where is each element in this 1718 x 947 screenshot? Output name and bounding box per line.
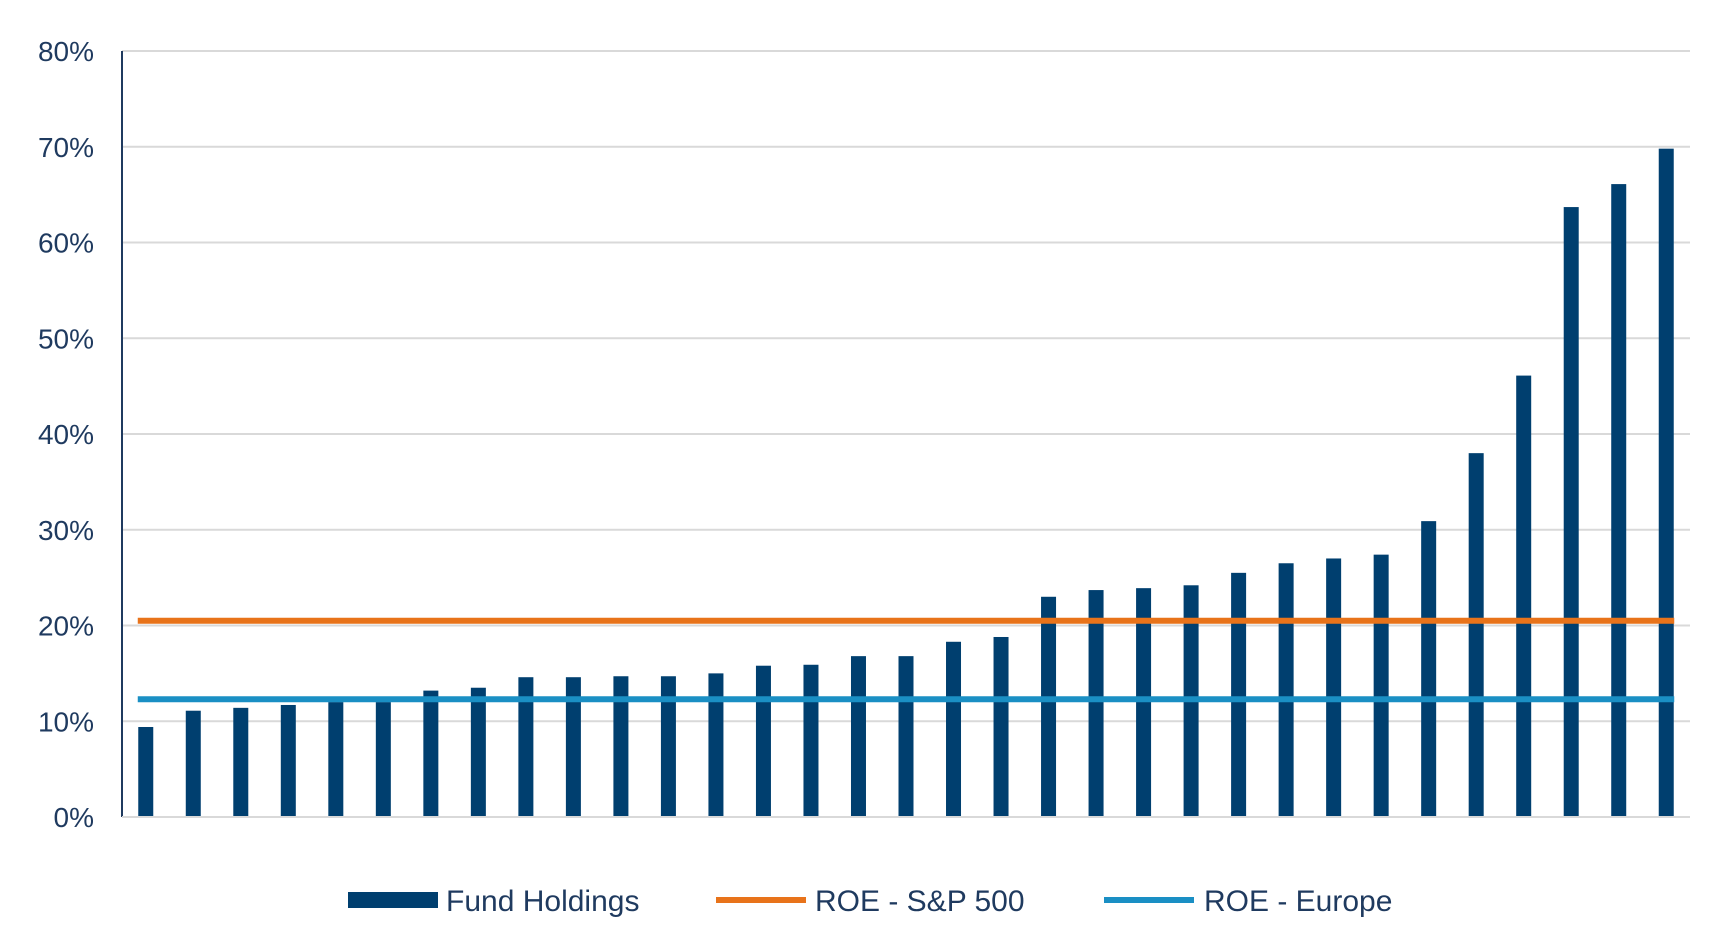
bar-fund-holdings	[1136, 588, 1152, 817]
bar-fund-holdings	[898, 656, 914, 817]
legend-item-fund-holdings: Fund Holdings	[348, 885, 639, 918]
bar-fund-holdings	[1041, 596, 1057, 817]
bar-fund-holdings	[470, 687, 486, 817]
bar-fund-holdings	[1278, 563, 1294, 817]
bar-fund-holdings	[803, 664, 819, 817]
y-tick-label: 80%	[38, 36, 94, 67]
legend-item-roe-europe: ROE - Europe	[1104, 885, 1392, 918]
bar-fund-holdings	[613, 676, 629, 817]
bar-fund-holdings	[518, 677, 534, 817]
fund-holdings-bars	[138, 148, 1674, 818]
bar-fund-holdings	[755, 665, 771, 817]
bar-fund-holdings	[423, 690, 439, 817]
legend-label-roe-sp500: ROE - S&P 500	[815, 885, 1025, 918]
bar-fund-holdings	[280, 704, 296, 817]
bar-fund-holdings	[1658, 148, 1674, 818]
bar-fund-holdings	[1563, 207, 1579, 817]
bar-fund-holdings	[660, 676, 676, 817]
reference-lines	[137, 617, 1675, 703]
y-tick-label: 10%	[38, 706, 94, 737]
bar-fund-holdings	[708, 673, 724, 817]
legend-item-roe-sp500: ROE - S&P 500	[716, 885, 1025, 918]
bar-fund-holdings	[850, 656, 866, 817]
bar-fund-holdings	[1326, 558, 1342, 817]
legend-swatch-fund-holdings	[348, 892, 438, 908]
bar-fund-holdings	[328, 702, 344, 817]
bar-fund-holdings	[946, 641, 962, 817]
bar-fund-holdings	[993, 636, 1009, 817]
bar-fund-holdings	[138, 726, 154, 817]
y-tick-label: 0%	[54, 802, 94, 833]
legend-label-fund-holdings: Fund Holdings	[446, 885, 639, 918]
y-tick-label: 50%	[38, 323, 94, 354]
bar-fund-holdings	[1421, 521, 1437, 817]
bar-fund-holdings	[233, 707, 249, 817]
bar-fund-holdings	[1088, 590, 1104, 817]
bar-fund-holdings	[1231, 572, 1247, 817]
bar-fund-holdings	[1373, 554, 1389, 817]
y-tick-label: 40%	[38, 419, 94, 450]
y-tick-label: 60%	[38, 228, 94, 259]
bar-fund-holdings	[1468, 453, 1484, 817]
bar-fund-holdings	[375, 702, 391, 817]
bar-fund-holdings	[1611, 184, 1627, 817]
gridlines	[122, 50, 1690, 723]
legend-label-roe-europe: ROE - Europe	[1204, 885, 1392, 918]
y-tick-label: 30%	[38, 515, 94, 546]
y-axis-tick-labels: 0% 10% 20% 30% 40% 50% 60% 70% 80%	[38, 36, 94, 833]
bar-fund-holdings	[565, 677, 581, 817]
y-tick-label: 70%	[38, 132, 94, 163]
legend: Fund Holdings ROE - S&P 500 ROE - Europe	[348, 885, 1392, 918]
bar-fund-holdings	[1516, 375, 1532, 817]
y-tick-label: 20%	[38, 611, 94, 642]
bar-fund-holdings	[185, 710, 201, 817]
